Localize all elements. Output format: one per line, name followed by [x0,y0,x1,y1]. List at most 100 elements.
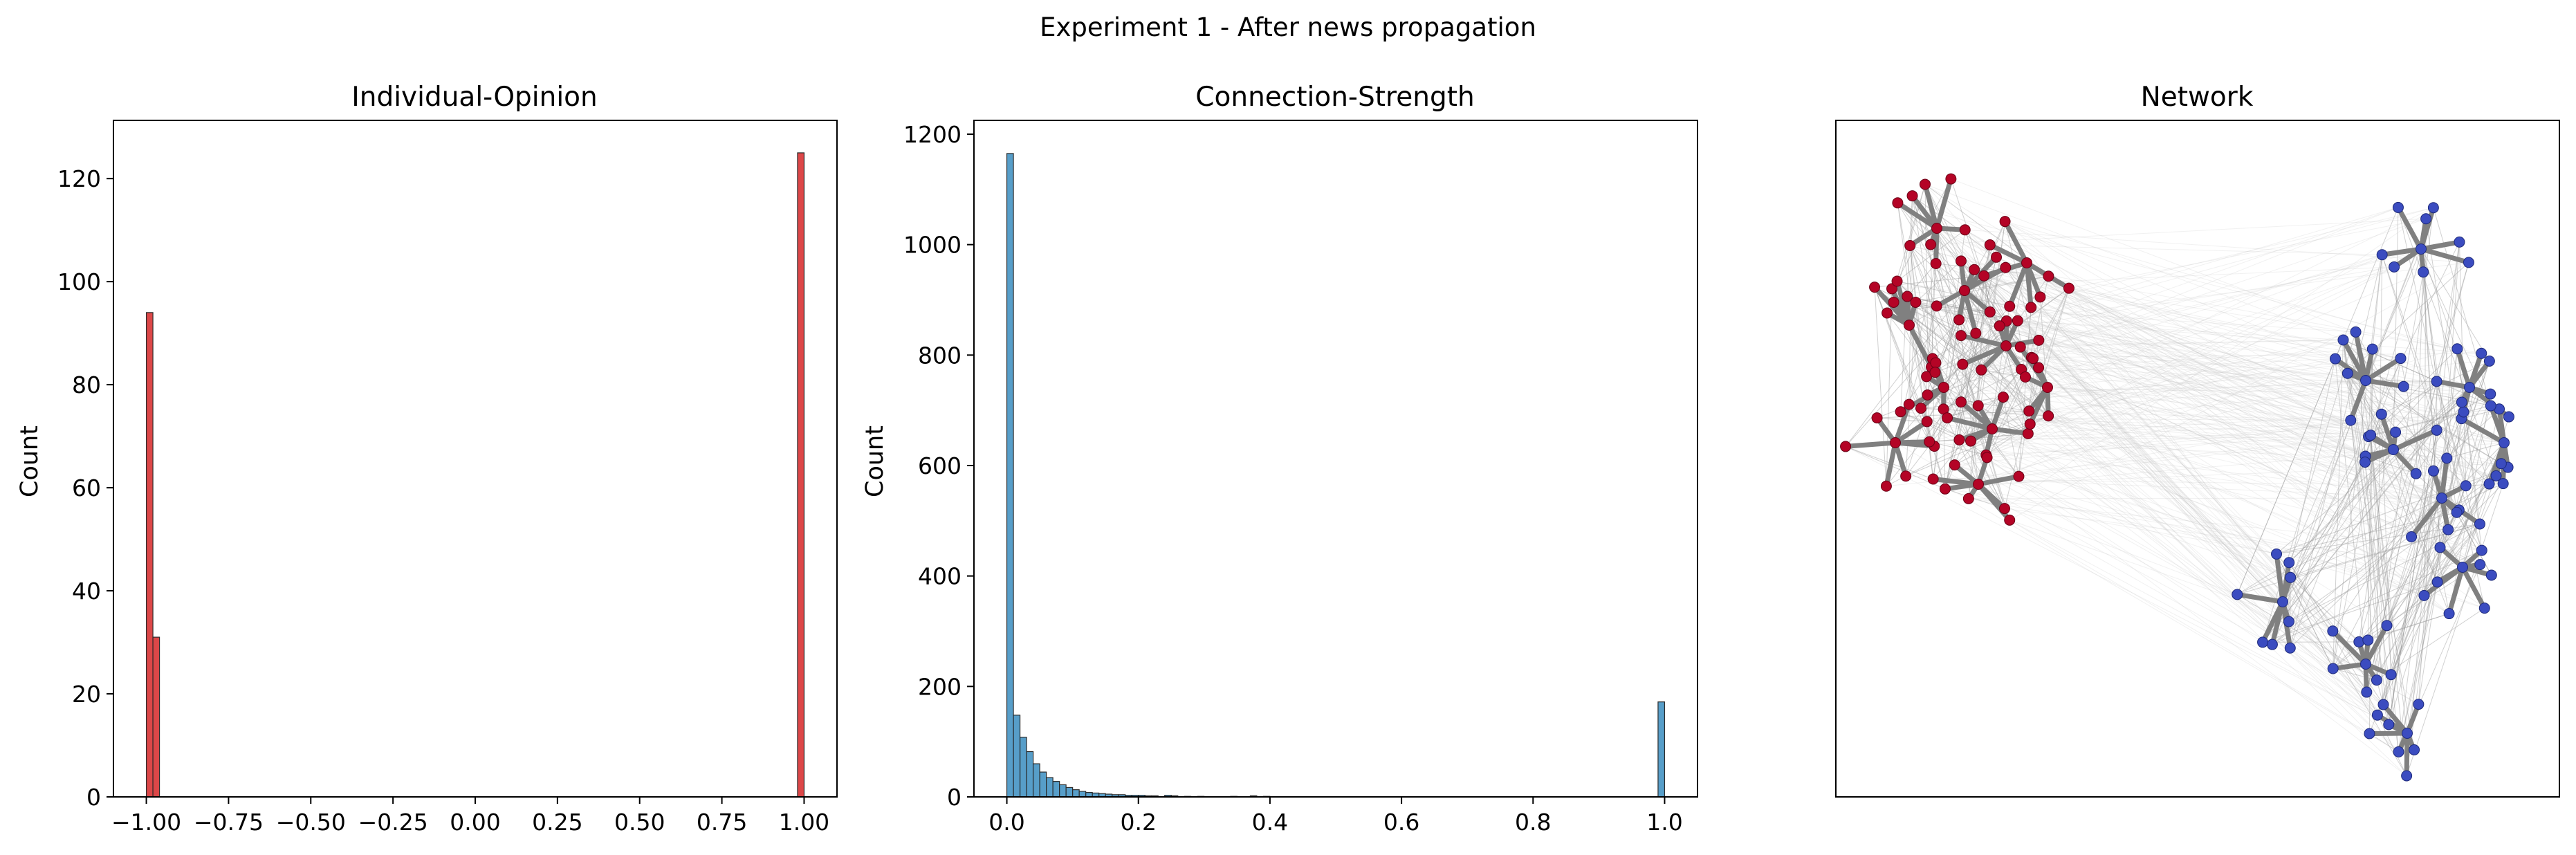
network-node [2350,326,2362,338]
network-edge [1897,229,1966,282]
strength-ytick-label: 1200 [903,121,962,148]
network-edge [2386,402,2463,626]
network-edge [2460,564,2487,611]
opinion-ytick-label: 80 [72,371,101,398]
network-node [1949,459,1960,471]
network-node [2436,493,2447,504]
network-edge [1897,202,2458,349]
network-node [2277,596,2288,607]
network-node [2364,728,2375,739]
network-edge [2009,520,2370,734]
network-edge [2009,520,2359,643]
network-edge [1926,380,2366,422]
network-node [2474,559,2486,571]
network-edge [2370,434,2407,776]
network-edge [1976,481,2012,523]
network-node [2375,408,2387,420]
network-edge [1891,288,2449,531]
network-edge [2423,219,2427,596]
network-node [2454,236,2465,248]
opinion-ytick-label: 0 [86,784,101,811]
network-edge [1895,358,2336,443]
network-edge [2395,205,2424,252]
network-edge [2237,524,2481,595]
network-edge [2376,607,2485,681]
network-edge [2393,402,2463,450]
network-edge [1936,305,2371,436]
network-edge [2288,387,2470,563]
network-edge [2436,381,2467,486]
network-node [2476,544,2487,556]
network-edge [2029,410,2482,551]
network-edge [1905,345,2007,477]
network-edge [1933,479,2277,555]
network-edge [2363,623,2390,667]
network-edge [2017,320,2482,354]
network-node [1981,452,1993,463]
network-edge [1927,207,2399,396]
strength-xtick-label: 0.4 [1252,809,1288,836]
network-edge [2282,461,2366,603]
network-edge [2393,449,2438,582]
network-edge [2004,207,2434,509]
network-edge [2288,467,2508,622]
network-edge [2335,358,2438,582]
network-edge [2004,367,2039,509]
network-edge [2262,360,2490,643]
network-node [2464,382,2475,393]
strength-xtick-label: 0.0 [988,809,1024,836]
network-node [2431,424,2442,436]
network-edge [2290,577,2407,776]
xticks-connection-strength: 0.0 0.2 0.4 0.6 0.8 1.0 [988,797,1683,836]
network-edge [1987,242,2030,266]
network-edge [2068,288,2458,349]
network-node [2495,458,2507,470]
network-edge [1965,229,2492,576]
network-node [2000,340,2012,351]
network-edge [2031,357,2377,681]
network-node [2402,728,2413,739]
network-edge [1964,290,2049,416]
network-node [1955,255,1967,267]
network-edge [1912,196,1944,388]
opinion-xtick-label: −0.50 [276,809,346,836]
network-edge [2333,255,2383,669]
panel-network: Network [1835,82,2560,798]
network-edge [2276,387,2470,555]
plot-frame-connection-strength [973,120,1698,798]
network-edge [1843,440,1898,449]
network-edge [2030,306,2438,582]
network-edge [2006,320,2404,387]
network-node [1922,389,1933,401]
network-node [2284,642,2296,654]
network-node [2013,470,2025,482]
network-node [1892,197,1904,209]
network-edge [1999,325,2384,705]
network-edge [2236,340,2344,595]
network-edge [2027,414,2382,434]
network-edge [2333,668,2377,681]
network-edge [2365,380,2502,464]
network-edge [2031,353,2482,358]
network-edge [1936,305,2457,513]
network-node [1991,251,2003,263]
yticks-individual-opinion: 0 20 40 60 80 100 120 [57,165,113,811]
network-node [2271,548,2283,560]
network-edge [1947,266,2395,419]
network-edge [2026,262,2449,531]
network-edge [2363,378,2407,389]
network-edge [1897,281,2010,307]
network-edge [2005,267,2419,705]
strength-xtick-label: 0.8 [1515,809,1551,836]
network-node [2043,270,2054,282]
network-thin-edges [1845,178,2510,776]
network-edge [1968,221,2006,499]
network-edge [2343,340,2450,614]
strength-bar [1045,777,1054,798]
opinion-xtick-label: 0.25 [532,809,582,836]
network-node [1902,291,1913,302]
network-edge [2367,349,2373,641]
network-edge [1935,362,2442,499]
network-edge [2358,358,2402,642]
network-edge [1897,281,2491,395]
